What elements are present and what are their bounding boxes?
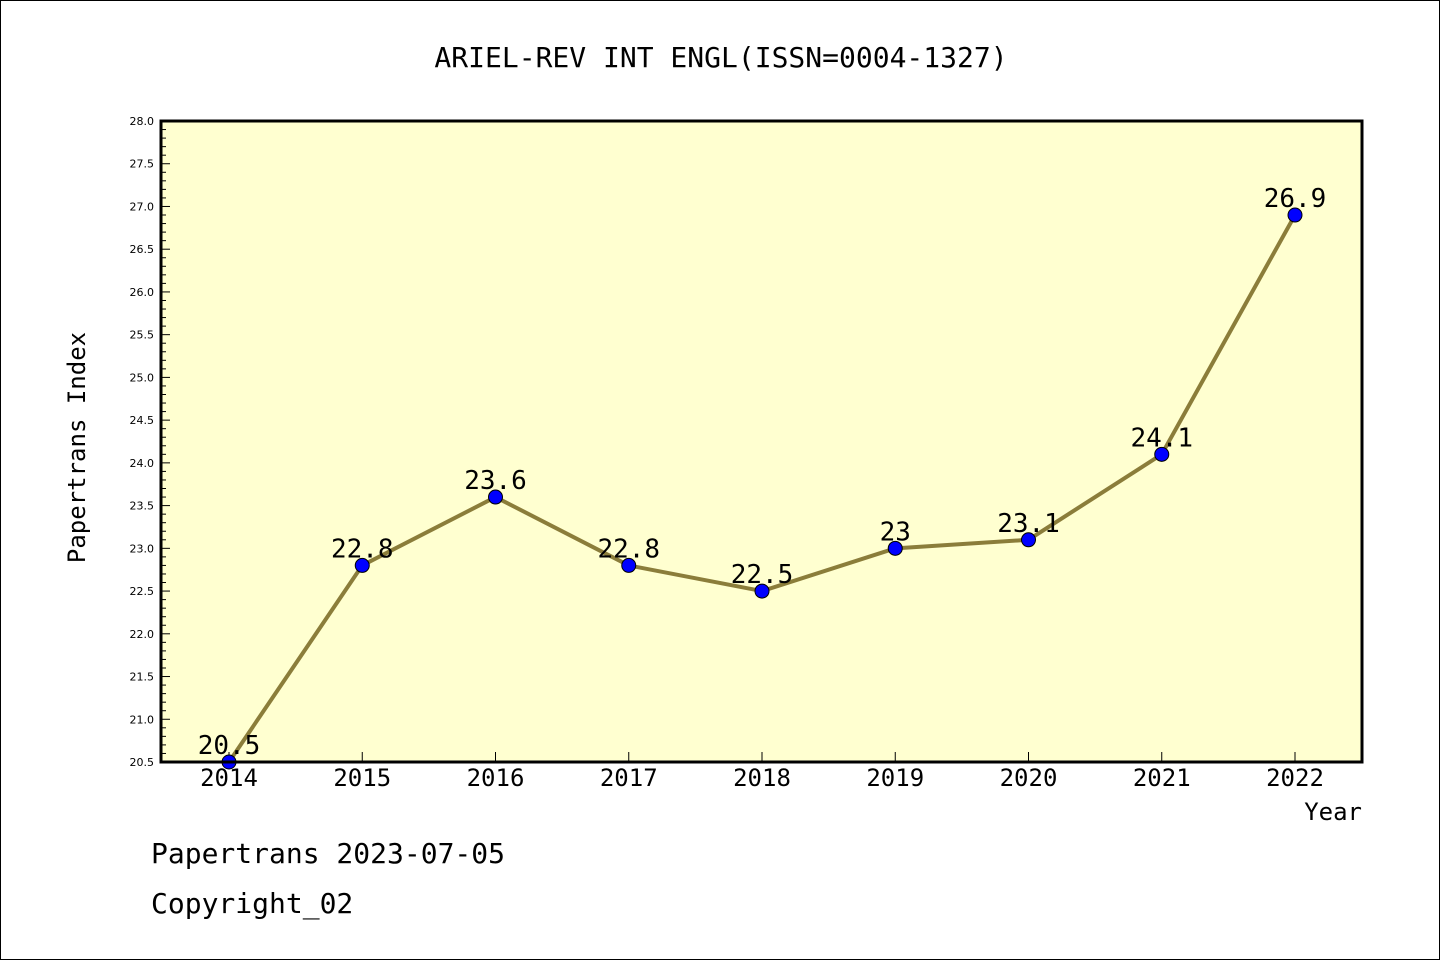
x-tick-label: 2020 bbox=[1000, 764, 1058, 792]
footer-copyright-text: Copyright_02 bbox=[151, 887, 354, 920]
y-tick-label: 23.5 bbox=[130, 500, 155, 513]
footer-date-text: Papertrans 2023-07-05 bbox=[151, 837, 506, 870]
y-tick-label: 28.0 bbox=[130, 115, 155, 128]
data-point-marker bbox=[887, 540, 903, 556]
y-tick-label: 21.0 bbox=[130, 713, 155, 726]
y-tick-label: 26.0 bbox=[130, 286, 155, 299]
y-tick-label: 26.5 bbox=[130, 243, 155, 256]
y-tick-label: 22.5 bbox=[130, 585, 155, 598]
data-label: 22.8 bbox=[597, 534, 660, 564]
chart-title: ARIEL-REV INT ENGL(ISSN=0004-1327) bbox=[434, 41, 1007, 74]
x-tick-label: 2018 bbox=[733, 764, 791, 792]
data-label: 23.6 bbox=[464, 466, 527, 496]
data-point-marker bbox=[1021, 532, 1036, 548]
y-tick-label: 24.0 bbox=[130, 457, 155, 470]
y-tick-label: 23.0 bbox=[130, 542, 155, 555]
x-tick-label: 2019 bbox=[866, 764, 924, 792]
data-point-marker bbox=[621, 557, 637, 573]
y-tick-label: 24.5 bbox=[130, 414, 155, 427]
y-axis: 20.5 21.0 21.5 22.0 22.5 23.0 23.5 24.0 24.5 25.0… bbox=[130, 115, 170, 769]
data-label: 22.8 bbox=[331, 534, 394, 564]
data-label: 23.1 bbox=[997, 509, 1060, 539]
y-tick-label: 27.5 bbox=[130, 158, 155, 171]
y-tick-label: 21.5 bbox=[130, 671, 155, 684]
data-point-marker bbox=[754, 583, 770, 599]
y-tick-label: 25.5 bbox=[130, 329, 155, 342]
x-tick-label: 2021 bbox=[1133, 764, 1191, 792]
x-tick-label: 2016 bbox=[467, 764, 525, 792]
data-label: 23 bbox=[880, 517, 911, 547]
x-tick-label: 2022 bbox=[1266, 764, 1324, 792]
x-axis: 2014 2015 2016 2017 2018 2019 2020 2021 2022 bbox=[200, 752, 1324, 792]
data-point-marker bbox=[1287, 207, 1303, 223]
plot-area bbox=[161, 121, 1362, 762]
x-axis-label: Year bbox=[1304, 798, 1362, 826]
data-label: 20.5 bbox=[198, 731, 261, 761]
x-tick-label: 2017 bbox=[600, 764, 658, 792]
y-tick-label: 20.5 bbox=[130, 756, 155, 769]
x-tick-label: 2015 bbox=[333, 764, 391, 792]
y-tick-label: 25.0 bbox=[130, 371, 155, 384]
y-tick-label: 22.0 bbox=[130, 628, 155, 641]
data-point-marker bbox=[354, 557, 370, 573]
data-label: 22.5 bbox=[731, 560, 794, 590]
data-label: 24.1 bbox=[1130, 423, 1193, 453]
data-point-marker bbox=[488, 489, 503, 505]
y-tick-label: 27.0 bbox=[130, 200, 155, 213]
series-line-group: 20.5 22.8 23.6 22.8 22.5 23 23.1 24.1 26.9 bbox=[198, 184, 1327, 770]
plot-border bbox=[159, 119, 1364, 764]
data-point-marker bbox=[1154, 446, 1170, 462]
data-label: 26.9 bbox=[1264, 184, 1327, 214]
y-axis-label: Papertrans Index bbox=[63, 332, 91, 563]
